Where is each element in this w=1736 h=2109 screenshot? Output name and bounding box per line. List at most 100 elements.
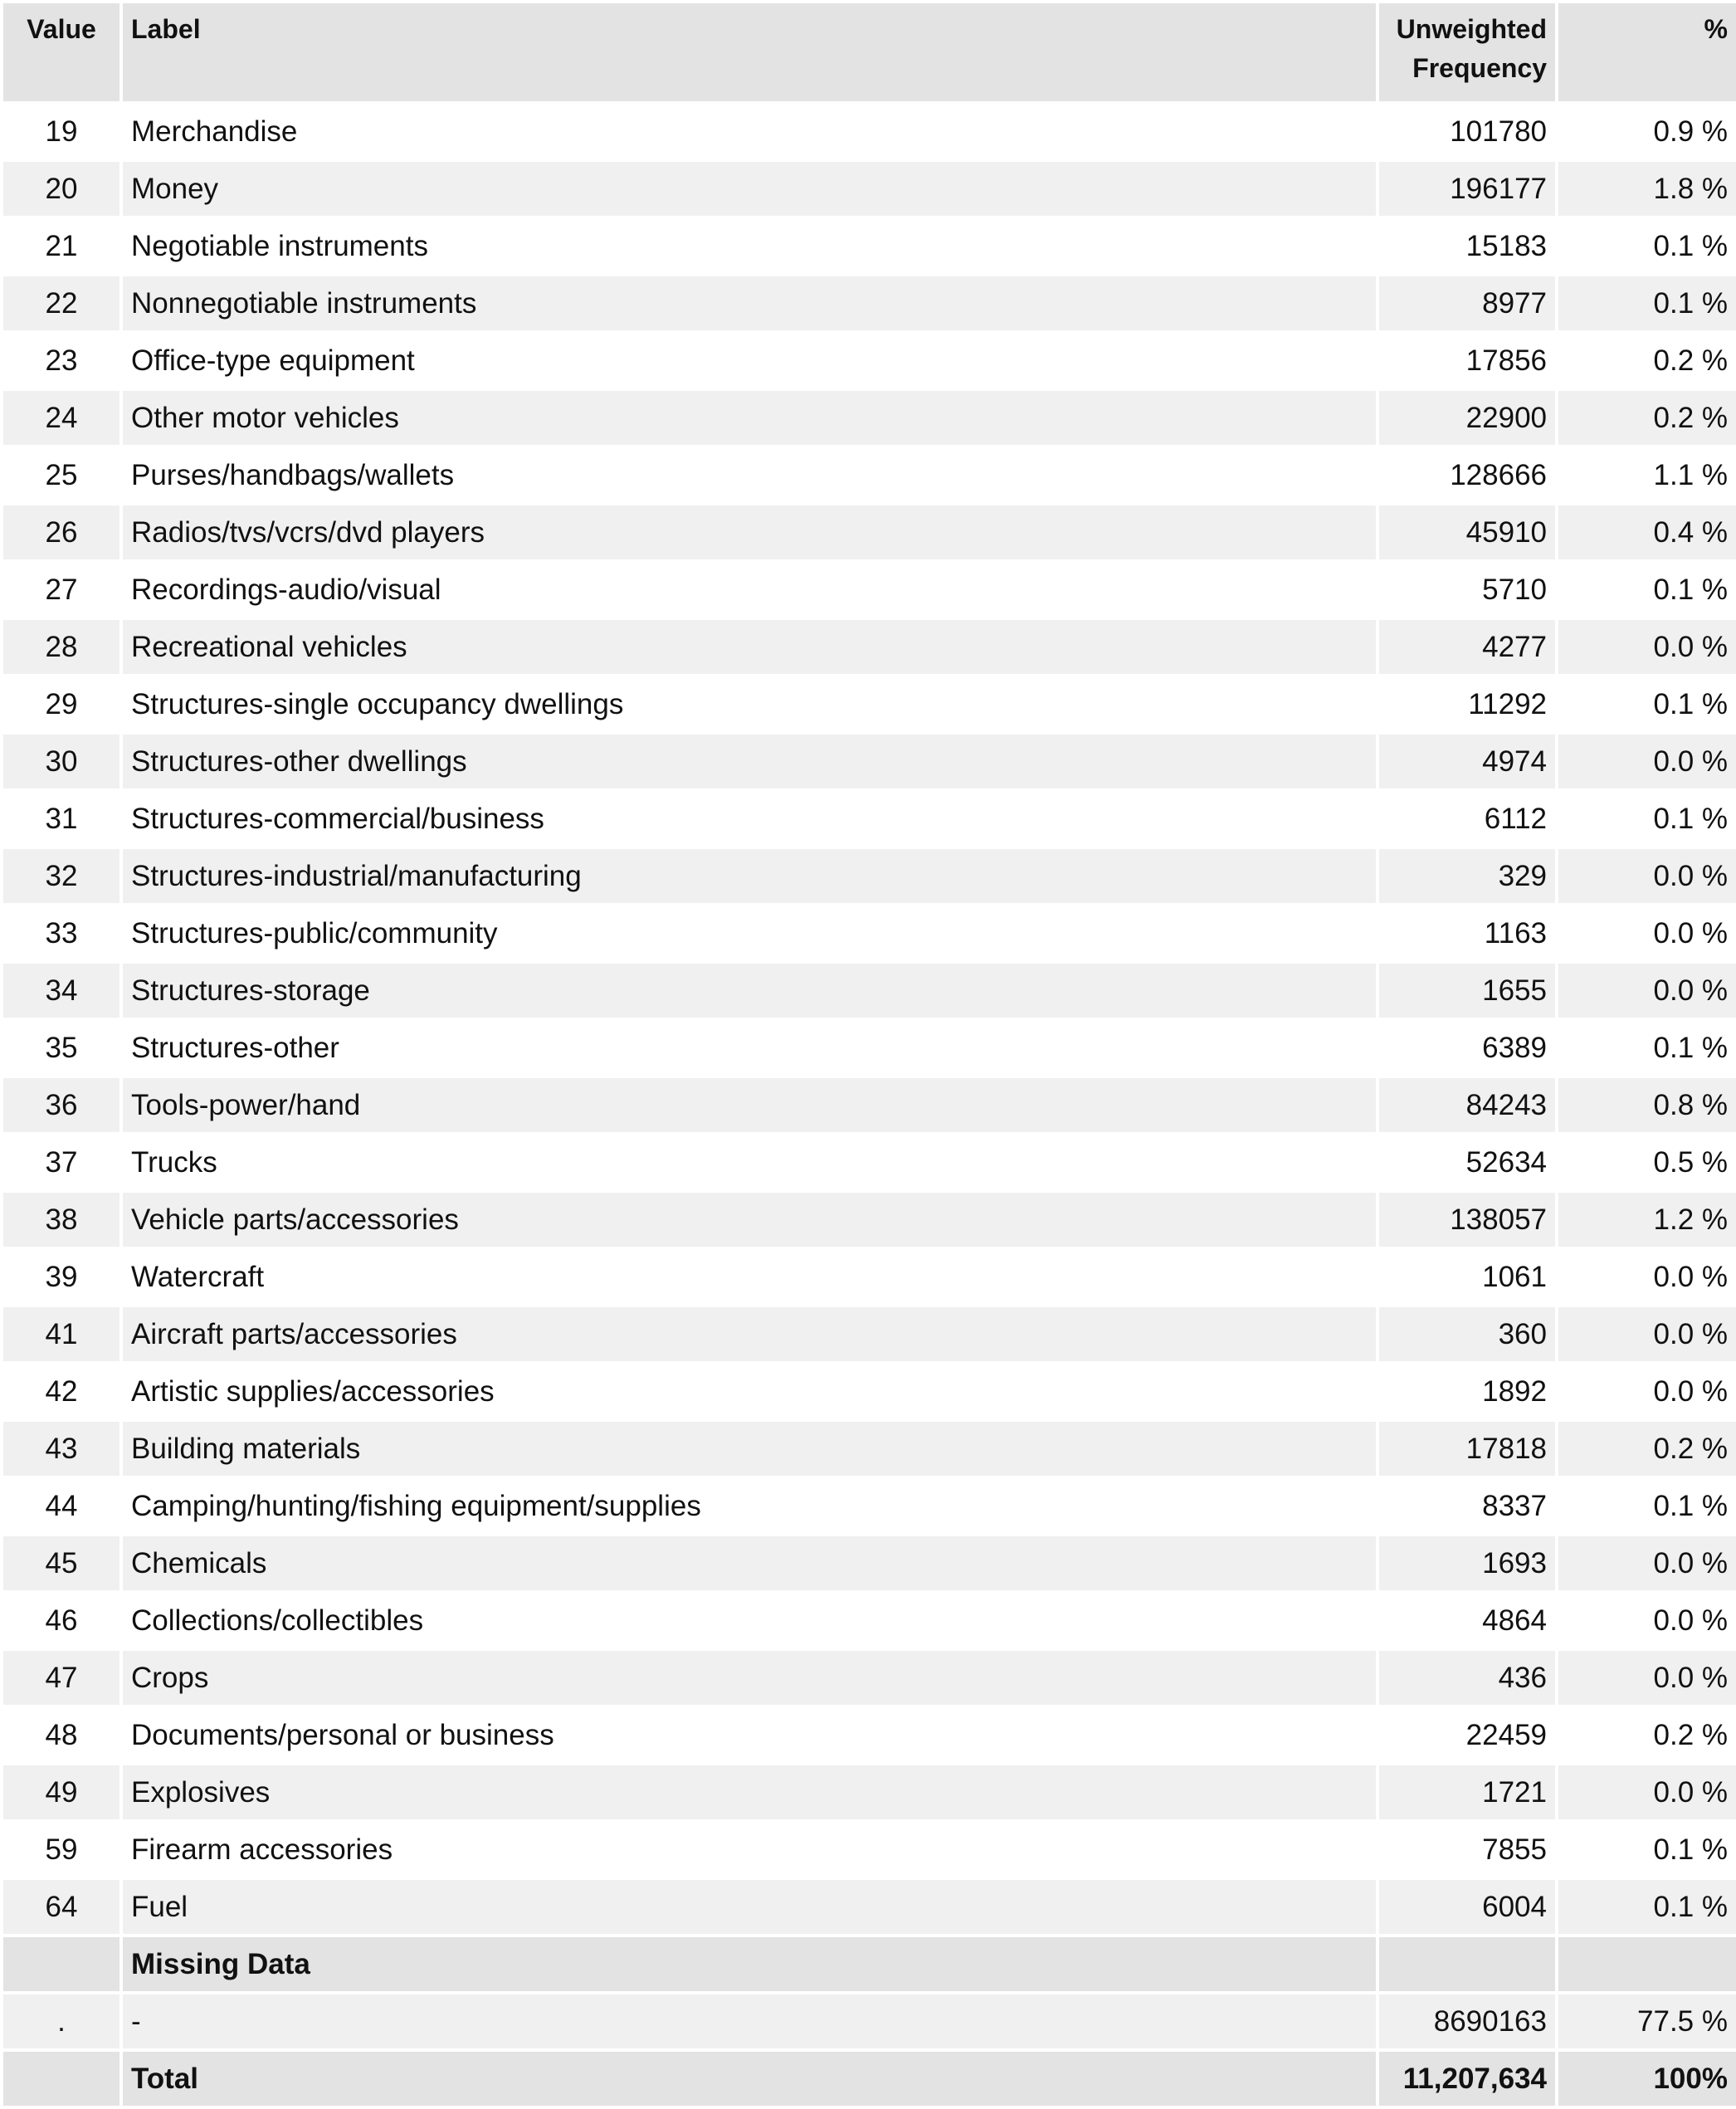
frequency-cell: 6389 <box>1379 1021 1555 1075</box>
label-cell: Recordings-audio/visual <box>123 563 1376 617</box>
percent-cell: 0.1 % <box>1558 1823 1736 1877</box>
frequency-cell: 1693 <box>1379 1536 1555 1590</box>
label-cell: Collections/collectibles <box>123 1594 1376 1648</box>
table-body: 19 Merchandise 101780 0.9 % 20 Money 196177 1.8… <box>3 105 1736 1934</box>
label-cell: Radios/tvs/vcrs/dvd players <box>123 505 1376 559</box>
value-cell: 37 <box>3 1135 119 1189</box>
label-cell: Structures-industrial/manufacturing <box>123 849 1376 903</box>
frequency-cell: 84243 <box>1379 1078 1555 1132</box>
frequency-cell: 1892 <box>1379 1365 1555 1418</box>
table-row: 24 Other motor vehicles 22900 0.2 % <box>3 391 1736 445</box>
percent-column-header: % <box>1558 3 1736 101</box>
total-label: Total <box>123 2052 1376 2106</box>
frequency-cell: 8977 <box>1379 276 1555 330</box>
frequency-cell: 196177 <box>1379 162 1555 216</box>
percent-cell: 0.0 % <box>1558 849 1736 903</box>
value-cell: 42 <box>3 1365 119 1418</box>
missing-percent-cell: 77.5 % <box>1558 1994 1736 2048</box>
percent-cell: 0.0 % <box>1558 1765 1736 1819</box>
percent-cell: 0.1 % <box>1558 792 1736 846</box>
value-cell: 26 <box>3 505 119 559</box>
table-row: 44 Camping/hunting/fishing equipment/supp… <box>3 1479 1736 1533</box>
value-cell: 41 <box>3 1307 119 1361</box>
frequency-cell: 1721 <box>1379 1765 1555 1819</box>
label-cell: Aircraft parts/accessories <box>123 1307 1376 1361</box>
frequency-cell: 4864 <box>1379 1594 1555 1648</box>
percent-cell: 0.5 % <box>1558 1135 1736 1189</box>
value-cell: 36 <box>3 1078 119 1132</box>
label-cell: Office-type equipment <box>123 334 1376 388</box>
frequency-column-header: Unweighted Frequency <box>1379 3 1555 101</box>
missing-data-row: . - 8690163 77.5 % <box>3 1994 1736 2048</box>
percent-cell: 0.0 % <box>1558 1651 1736 1705</box>
frequency-cell: 6004 <box>1379 1880 1555 1934</box>
percent-cell: 0.1 % <box>1558 276 1736 330</box>
percent-cell: 0.1 % <box>1558 677 1736 731</box>
table-row: 28 Recreational vehicles 4277 0.0 % <box>3 620 1736 674</box>
frequency-cell: 360 <box>1379 1307 1555 1361</box>
missing-data-percent-cell <box>1558 1937 1736 1991</box>
label-cell: Vehicle parts/accessories <box>123 1193 1376 1247</box>
frequency-cell: 17856 <box>1379 334 1555 388</box>
table-row: 47 Crops 436 0.0 % <box>3 1651 1736 1705</box>
frequency-cell: 128666 <box>1379 448 1555 502</box>
label-cell: Structures-other dwellings <box>123 735 1376 788</box>
frequency-cell: 6112 <box>1379 792 1555 846</box>
percent-cell: 0.0 % <box>1558 1307 1736 1361</box>
table-row: 20 Money 196177 1.8 % <box>3 162 1736 216</box>
label-cell: Negotiable instruments <box>123 219 1376 273</box>
value-cell: 19 <box>3 105 119 159</box>
table-row: 45 Chemicals 1693 0.0 % <box>3 1536 1736 1590</box>
frequency-cell: 22459 <box>1379 1708 1555 1762</box>
frequency-cell: 138057 <box>1379 1193 1555 1247</box>
label-cell: Structures-single occupancy dwellings <box>123 677 1376 731</box>
missing-data-frequency-cell <box>1379 1937 1555 1991</box>
missing-frequency-cell: 8690163 <box>1379 1994 1555 2048</box>
value-cell: 46 <box>3 1594 119 1648</box>
table-row: 46 Collections/collectibles 4864 0.0 % <box>3 1594 1736 1648</box>
label-cell: Documents/personal or business <box>123 1708 1376 1762</box>
missing-data-value-cell <box>3 1937 119 1991</box>
value-column-header: Value <box>3 3 119 101</box>
frequency-cell: 101780 <box>1379 105 1555 159</box>
table-row: 27 Recordings-audio/visual 5710 0.1 % <box>3 563 1736 617</box>
value-cell: 21 <box>3 219 119 273</box>
label-cell: Chemicals <box>123 1536 1376 1590</box>
percent-cell: 0.8 % <box>1558 1078 1736 1132</box>
missing-value-cell: . <box>3 1994 119 2048</box>
table-row: 32 Structures-industrial/manufacturing 329… <box>3 849 1736 903</box>
value-cell: 31 <box>3 792 119 846</box>
label-cell: Crops <box>123 1651 1376 1705</box>
value-cell: 29 <box>3 677 119 731</box>
label-cell: Other motor vehicles <box>123 391 1376 445</box>
value-cell: 33 <box>3 906 119 960</box>
table-row: 43 Building materials 17818 0.2 % <box>3 1422 1736 1476</box>
table-row: 26 Radios/tvs/vcrs/dvd players 45910 0.4 % <box>3 505 1736 559</box>
value-cell: 45 <box>3 1536 119 1590</box>
table-row: 48 Documents/personal or business 22459 0.2… <box>3 1708 1736 1762</box>
table-row: 59 Firearm accessories 7855 0.1 % <box>3 1823 1736 1877</box>
label-cell: Structures-public/community <box>123 906 1376 960</box>
percent-cell: 0.0 % <box>1558 1536 1736 1590</box>
missing-data-label: Missing Data <box>123 1937 1376 1991</box>
value-cell: 44 <box>3 1479 119 1533</box>
percent-cell: 0.2 % <box>1558 334 1736 388</box>
percent-cell: 0.2 % <box>1558 1708 1736 1762</box>
value-cell: 47 <box>3 1651 119 1705</box>
table-row: 49 Explosives 1721 0.0 % <box>3 1765 1736 1819</box>
label-cell: Artistic supplies/accessories <box>123 1365 1376 1418</box>
frequency-cell: 8337 <box>1379 1479 1555 1533</box>
label-cell: Trucks <box>123 1135 1376 1189</box>
label-cell: Structures-commercial/business <box>123 792 1376 846</box>
percent-cell: 0.0 % <box>1558 735 1736 788</box>
value-cell: 28 <box>3 620 119 674</box>
percent-cell: 0.2 % <box>1558 1422 1736 1476</box>
value-cell: 49 <box>3 1765 119 1819</box>
table-row: 41 Aircraft parts/accessories 360 0.0 % <box>3 1307 1736 1361</box>
percent-cell: 0.4 % <box>1558 505 1736 559</box>
total-percent: 100% <box>1558 2052 1736 2106</box>
label-cell: Camping/hunting/fishing equipment/suppli… <box>123 1479 1376 1533</box>
label-cell: Tools-power/hand <box>123 1078 1376 1132</box>
label-column-header: Label <box>123 3 1376 101</box>
percent-cell: 0.0 % <box>1558 620 1736 674</box>
